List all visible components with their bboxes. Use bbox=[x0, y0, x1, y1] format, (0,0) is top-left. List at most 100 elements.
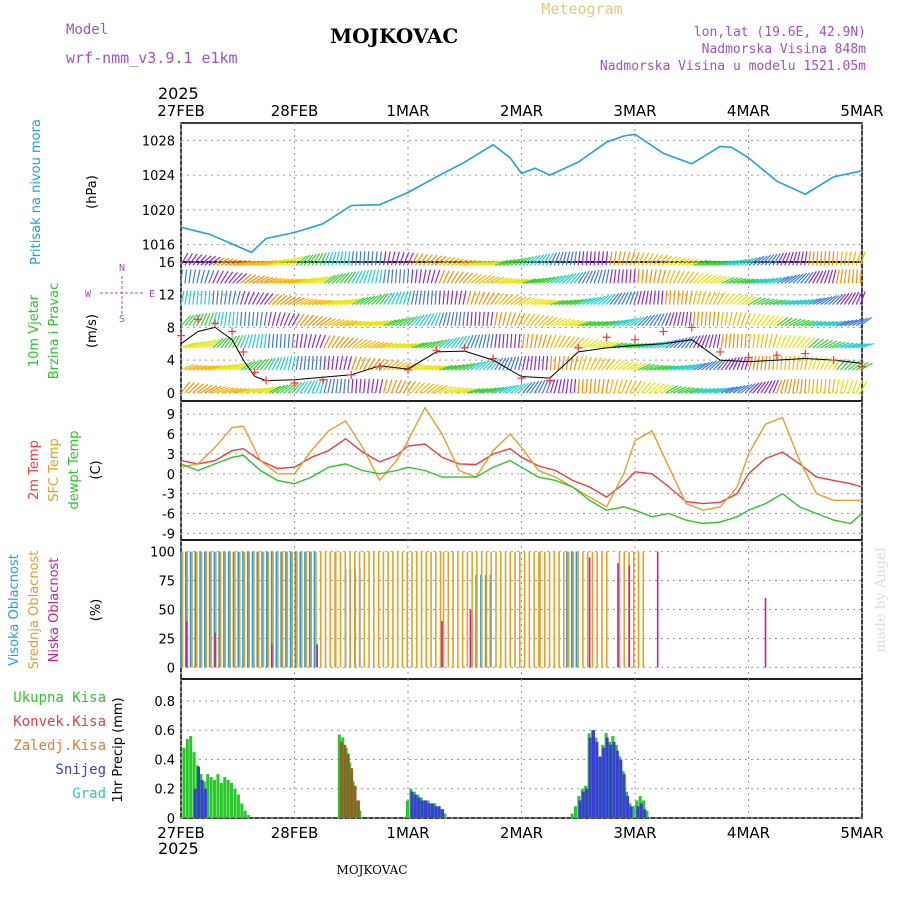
wind-barb bbox=[224, 271, 234, 284]
wind-barb bbox=[271, 357, 280, 371]
wind-barb bbox=[431, 365, 445, 371]
wind-barb bbox=[208, 338, 221, 349]
wind-barb bbox=[748, 313, 757, 327]
wind-barb bbox=[510, 312, 517, 326]
wind-barb bbox=[343, 337, 355, 349]
wind-barb bbox=[621, 361, 634, 371]
wind-barb bbox=[577, 271, 587, 284]
wind-barb bbox=[855, 317, 869, 327]
wind-barb bbox=[522, 356, 526, 371]
wind-barb bbox=[661, 290, 664, 305]
wind-barb bbox=[840, 319, 854, 327]
wind-barb bbox=[200, 255, 212, 266]
wind-barb bbox=[263, 357, 273, 371]
wind-barb bbox=[823, 378, 827, 393]
wind-barb bbox=[752, 356, 757, 371]
precip-bar bbox=[197, 766, 201, 818]
wind-barb bbox=[665, 269, 671, 284]
wind-barb bbox=[196, 290, 199, 305]
wind-barb bbox=[855, 379, 863, 394]
x-tick-label-bottom: 5MAR bbox=[840, 824, 883, 842]
precip-bar bbox=[643, 809, 647, 818]
precip-bar bbox=[578, 800, 582, 818]
wind-barb bbox=[522, 297, 536, 306]
wind-barb bbox=[796, 299, 811, 306]
precip-bar bbox=[343, 744, 347, 818]
wind-barb bbox=[824, 340, 838, 349]
wind-barb bbox=[327, 299, 342, 306]
wind-barb bbox=[255, 292, 265, 305]
wind-barb bbox=[836, 342, 850, 349]
wind-barb bbox=[240, 334, 247, 349]
wind-barb bbox=[760, 380, 770, 394]
wind-barb bbox=[673, 364, 687, 371]
wind-barb bbox=[315, 379, 322, 394]
wind-barb bbox=[597, 251, 600, 266]
wind-barb bbox=[411, 342, 425, 349]
wind-barb bbox=[844, 342, 858, 349]
wind-barb bbox=[530, 314, 540, 327]
wind-barb bbox=[200, 339, 214, 349]
wind-barb bbox=[339, 356, 344, 371]
wind-barb bbox=[192, 254, 203, 266]
precip-bar bbox=[353, 785, 357, 818]
wind-barb bbox=[541, 253, 551, 266]
wind-barb bbox=[526, 278, 541, 284]
wind-barb bbox=[570, 320, 584, 327]
wind-barb bbox=[295, 255, 308, 266]
wind-barb bbox=[756, 298, 770, 306]
wind-barb bbox=[188, 290, 192, 305]
wind-barb bbox=[259, 358, 270, 371]
x-tick-label-bottom: 27FEB bbox=[157, 824, 204, 842]
wind-barb bbox=[756, 381, 767, 394]
wind-barb bbox=[553, 355, 557, 370]
wind-barb bbox=[728, 277, 743, 284]
wind-barb bbox=[347, 378, 350, 393]
wind-barb bbox=[323, 274, 336, 284]
wind-barb bbox=[800, 378, 803, 393]
wind-barb bbox=[529, 333, 534, 348]
wind-barb bbox=[593, 295, 606, 305]
wind-barb bbox=[740, 295, 753, 306]
wind-barb bbox=[669, 270, 676, 284]
wind-barb bbox=[180, 290, 185, 305]
wind-barb bbox=[351, 338, 364, 349]
wind-barb bbox=[744, 312, 752, 327]
cloud-axis-label: (%) bbox=[89, 599, 104, 622]
wind-barb bbox=[502, 385, 516, 394]
wind-barb bbox=[780, 299, 795, 306]
wind-barb bbox=[180, 342, 195, 349]
wind-barb bbox=[689, 272, 699, 284]
wind-barb bbox=[478, 311, 481, 326]
wind-barb bbox=[808, 271, 817, 284]
wind-barb bbox=[784, 335, 792, 349]
wind-barb bbox=[522, 333, 525, 348]
wind-barb bbox=[649, 382, 661, 394]
wind-barb bbox=[466, 273, 478, 284]
wind-barb bbox=[549, 379, 556, 394]
wind-barb bbox=[450, 271, 460, 284]
wind-barb bbox=[728, 385, 742, 394]
wind-barb bbox=[347, 337, 359, 349]
wind-barb bbox=[406, 252, 415, 266]
wind-barb bbox=[398, 380, 407, 394]
wind-barb bbox=[800, 320, 815, 327]
wind-barb bbox=[748, 333, 751, 348]
wind-barb bbox=[435, 365, 449, 371]
wind-barb bbox=[542, 316, 554, 327]
wind-barb bbox=[641, 252, 650, 266]
wind-barb bbox=[220, 387, 235, 394]
wind-gust-marker bbox=[404, 365, 412, 374]
wind-barb bbox=[736, 384, 750, 394]
wind-barb bbox=[561, 378, 566, 393]
wind-barb bbox=[243, 291, 251, 305]
wind-barb bbox=[661, 255, 673, 266]
wind-barb bbox=[780, 252, 788, 266]
wind-barb bbox=[275, 333, 278, 348]
wind-barb bbox=[415, 342, 429, 349]
wind-barb bbox=[256, 359, 267, 371]
wind-barb bbox=[665, 385, 679, 394]
wind-gust-marker bbox=[772, 351, 781, 360]
wind-barb bbox=[204, 365, 219, 371]
